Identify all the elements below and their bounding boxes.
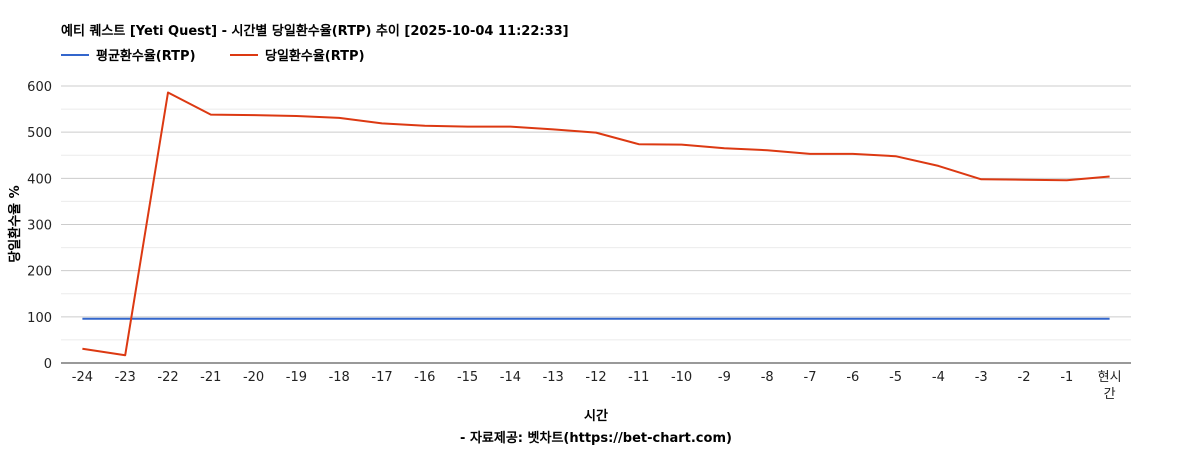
x-tick-label: -17 bbox=[371, 370, 392, 385]
y-axis-title: 당일환수율 % bbox=[7, 185, 23, 262]
x-tick-label: -18 bbox=[329, 370, 350, 385]
y-tick-label: 0 bbox=[44, 357, 52, 372]
x-tick-label: -24 bbox=[72, 370, 93, 385]
y-tick-label: 300 bbox=[27, 219, 52, 234]
series-lines bbox=[82, 91, 1110, 357]
x-axis-ticks: -24 -23 -22 -21 -20 -19 -18 -17 -16 -15 -14 -13 -12 -… bbox=[72, 370, 1122, 402]
x-tick-label: 현시 간 bbox=[1098, 370, 1122, 402]
y-tick-label: 400 bbox=[27, 172, 52, 187]
legend: 평균환수율(RTP) 당일환수율(RTP) bbox=[61, 48, 365, 64]
y-tick-label: 100 bbox=[27, 311, 52, 326]
gridlines bbox=[61, 85, 1131, 341]
x-tick-label: -20 bbox=[243, 370, 264, 385]
source-footer: - 자료제공: 벳차트(https://bet-chart.com) bbox=[460, 430, 732, 446]
x-tick-label: -22 bbox=[157, 370, 178, 385]
y-tick-label: 600 bbox=[27, 80, 52, 95]
y-tick-label: 500 bbox=[27, 126, 52, 141]
legend-item-average[interactable]: 평균환수율(RTP) bbox=[61, 48, 196, 64]
series-line-daily-rtp[interactable] bbox=[82, 91, 1110, 357]
x-tick-label: -7 bbox=[804, 370, 817, 385]
y-tick-label: 200 bbox=[27, 265, 52, 280]
x-tick-label: -11 bbox=[628, 370, 649, 385]
legend-label-average: 평균환수율(RTP) bbox=[96, 48, 196, 64]
x-axis-title: 시간 bbox=[584, 408, 608, 424]
x-tick-label: -12 bbox=[585, 370, 606, 385]
x-tick-label: -3 bbox=[975, 370, 988, 385]
x-tick-label: -1 bbox=[1060, 370, 1073, 385]
chart-title: 예티 퀘스트 [Yeti Quest] - 시간별 당일환수율(RTP) 추이 … bbox=[61, 23, 569, 39]
x-tick-label: -14 bbox=[500, 370, 521, 385]
x-tick-label: -8 bbox=[761, 370, 774, 385]
y-axis-ticks: 0 100 200 300 400 500 600 bbox=[27, 80, 52, 372]
x-tick-label: -10 bbox=[671, 370, 692, 385]
legend-item-daily[interactable]: 당일환수율(RTP) bbox=[230, 48, 365, 64]
x-tick-label: -4 bbox=[932, 370, 945, 385]
x-tick-label: -2 bbox=[1018, 370, 1031, 385]
x-tick-label: -13 bbox=[543, 370, 564, 385]
x-tick-label: -6 bbox=[846, 370, 859, 385]
x-tick-label: -19 bbox=[286, 370, 307, 385]
x-tick-label: -5 bbox=[889, 370, 902, 385]
x-tick-label: -15 bbox=[457, 370, 478, 385]
x-tick-label: -16 bbox=[414, 370, 435, 385]
legend-label-daily: 당일환수율(RTP) bbox=[265, 48, 365, 64]
x-tick-label: -23 bbox=[115, 370, 136, 385]
x-tick-label: -9 bbox=[718, 370, 731, 385]
x-tick-label: -21 bbox=[200, 370, 221, 385]
